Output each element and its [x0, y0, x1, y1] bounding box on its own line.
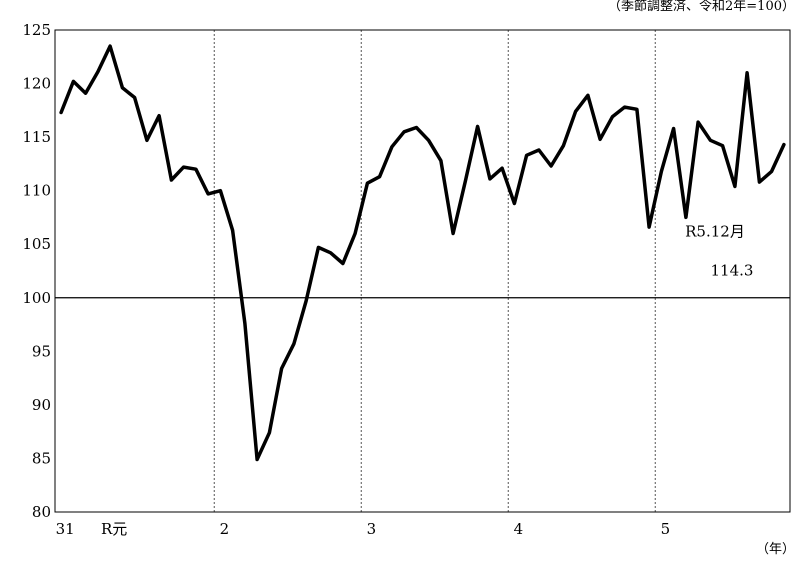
y-tick-label: 95	[32, 342, 51, 360]
x-axis-unit-label: （年）	[756, 542, 795, 557]
y-tick-label: 120	[22, 75, 51, 93]
x-tick-label: 4	[514, 520, 524, 538]
x-tick-label: R元	[101, 520, 127, 538]
last-value-period: R5.12月	[685, 223, 745, 241]
x-tick-label: 31	[56, 520, 75, 538]
y-tick-label: 125	[22, 21, 51, 39]
y-tick-label: 105	[22, 235, 51, 253]
x-tick-label: 5	[661, 520, 671, 538]
last-value-label: 114.3	[711, 261, 754, 279]
year-grid-lines	[213, 30, 656, 512]
y-tick-label: 110	[22, 182, 51, 200]
y-tick-label: 85	[32, 449, 51, 467]
y-tick-label: 90	[32, 396, 51, 414]
series-line	[59, 44, 786, 462]
x-tick-label: 3	[367, 520, 377, 538]
y-tick-label: 100	[22, 289, 51, 307]
plot-frame	[54, 29, 791, 513]
y-tick-label: 80	[32, 503, 51, 521]
x-tick-label: 2	[220, 520, 230, 538]
y-axis-ticks: 80 85 90 95 100 105 110 115 120 125	[22, 21, 51, 521]
x-axis-ticks: 31 R元 2 3 4 5	[56, 520, 671, 538]
y-tick-label: 115	[22, 128, 51, 146]
chart-subtitle: （季節調整済、令和2年=100）	[608, 0, 795, 14]
